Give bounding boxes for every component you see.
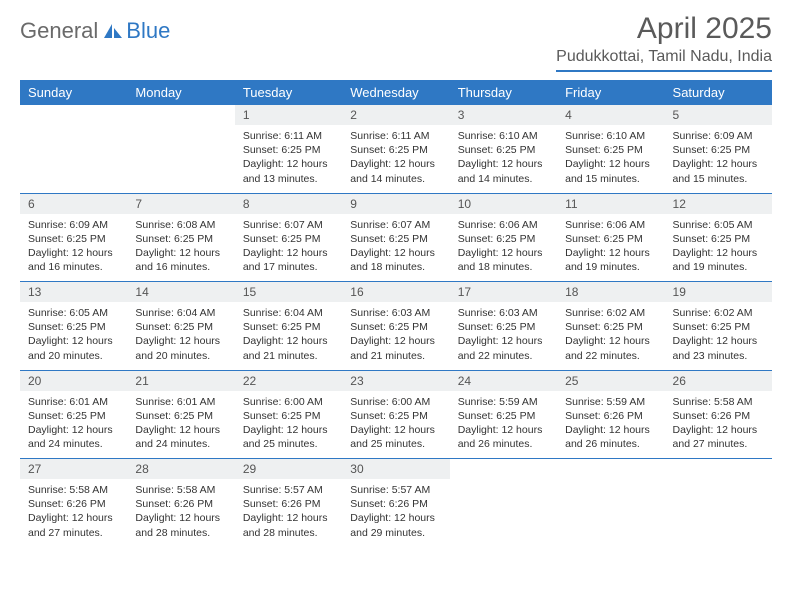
day-number-cell: 27 — [20, 459, 127, 480]
day-number-cell: 30 — [342, 459, 449, 480]
weekday-header: Saturday — [665, 80, 772, 105]
day-detail-cell: Sunrise: 6:09 AMSunset: 6:25 PMDaylight:… — [20, 214, 127, 282]
detail-row: Sunrise: 6:01 AMSunset: 6:25 PMDaylight:… — [20, 391, 772, 459]
day-number-cell: 9 — [342, 193, 449, 214]
day-detail-cell: Sunrise: 6:04 AMSunset: 6:25 PMDaylight:… — [127, 302, 234, 370]
calendar-table: SundayMondayTuesdayWednesdayThursdayFrid… — [20, 80, 772, 547]
daynum-row: 12345 — [20, 105, 772, 125]
day-detail-cell: Sunrise: 5:58 AMSunset: 6:26 PMDaylight:… — [127, 479, 234, 547]
day-number-cell: 14 — [127, 282, 234, 303]
day-detail-cell: Sunrise: 6:10 AMSunset: 6:25 PMDaylight:… — [450, 125, 557, 193]
day-number-cell: 24 — [450, 370, 557, 391]
day-detail-cell: Sunrise: 6:00 AMSunset: 6:25 PMDaylight:… — [235, 391, 342, 459]
day-detail-cell: Sunrise: 5:59 AMSunset: 6:26 PMDaylight:… — [557, 391, 664, 459]
location-text: Pudukkottai, Tamil Nadu, India — [556, 48, 772, 72]
day-number-cell: 8 — [235, 193, 342, 214]
weekday-header: Friday — [557, 80, 664, 105]
day-detail-cell: Sunrise: 6:07 AMSunset: 6:25 PMDaylight:… — [342, 214, 449, 282]
day-number-cell: 10 — [450, 193, 557, 214]
day-detail-cell: Sunrise: 6:00 AMSunset: 6:25 PMDaylight:… — [342, 391, 449, 459]
day-detail-cell: Sunrise: 6:10 AMSunset: 6:25 PMDaylight:… — [557, 125, 664, 193]
day-detail-cell — [127, 125, 234, 193]
day-detail-cell: Sunrise: 6:07 AMSunset: 6:25 PMDaylight:… — [235, 214, 342, 282]
logo-sails-icon — [102, 22, 124, 40]
day-detail-cell: Sunrise: 5:57 AMSunset: 6:26 PMDaylight:… — [342, 479, 449, 547]
calendar-body: 12345Sunrise: 6:11 AMSunset: 6:25 PMDayl… — [20, 105, 772, 547]
day-detail-cell: Sunrise: 6:02 AMSunset: 6:25 PMDaylight:… — [665, 302, 772, 370]
day-number-cell: 1 — [235, 105, 342, 125]
day-number-cell: 19 — [665, 282, 772, 303]
day-detail-cell: Sunrise: 5:58 AMSunset: 6:26 PMDaylight:… — [20, 479, 127, 547]
day-number-cell: 16 — [342, 282, 449, 303]
day-detail-cell: Sunrise: 6:09 AMSunset: 6:25 PMDaylight:… — [665, 125, 772, 193]
day-number-cell: 13 — [20, 282, 127, 303]
title-block: April 2025 Pudukkottai, Tamil Nadu, Indi… — [556, 12, 772, 72]
day-number-cell: 22 — [235, 370, 342, 391]
day-number-cell: 23 — [342, 370, 449, 391]
day-detail-cell: Sunrise: 5:57 AMSunset: 6:26 PMDaylight:… — [235, 479, 342, 547]
day-number-cell: 6 — [20, 193, 127, 214]
day-detail-cell: Sunrise: 6:11 AMSunset: 6:25 PMDaylight:… — [342, 125, 449, 193]
weekday-header: Monday — [127, 80, 234, 105]
detail-row: Sunrise: 6:05 AMSunset: 6:25 PMDaylight:… — [20, 302, 772, 370]
day-detail-cell: Sunrise: 5:58 AMSunset: 6:26 PMDaylight:… — [665, 391, 772, 459]
daynum-row: 6789101112 — [20, 193, 772, 214]
day-detail-cell: Sunrise: 6:04 AMSunset: 6:25 PMDaylight:… — [235, 302, 342, 370]
day-number-cell: 11 — [557, 193, 664, 214]
daynum-row: 13141516171819 — [20, 282, 772, 303]
day-detail-cell: Sunrise: 6:03 AMSunset: 6:25 PMDaylight:… — [450, 302, 557, 370]
weekday-header: Thursday — [450, 80, 557, 105]
daynum-row: 20212223242526 — [20, 370, 772, 391]
day-number-cell: 21 — [127, 370, 234, 391]
detail-row: Sunrise: 6:11 AMSunset: 6:25 PMDaylight:… — [20, 125, 772, 193]
day-number-cell — [665, 459, 772, 480]
day-detail-cell: Sunrise: 5:59 AMSunset: 6:25 PMDaylight:… — [450, 391, 557, 459]
day-number-cell: 5 — [665, 105, 772, 125]
day-detail-cell: Sunrise: 6:06 AMSunset: 6:25 PMDaylight:… — [557, 214, 664, 282]
weekday-header: Tuesday — [235, 80, 342, 105]
day-detail-cell: Sunrise: 6:05 AMSunset: 6:25 PMDaylight:… — [20, 302, 127, 370]
day-number-cell — [20, 105, 127, 125]
day-number-cell — [450, 459, 557, 480]
day-number-cell: 26 — [665, 370, 772, 391]
weekday-header: Wednesday — [342, 80, 449, 105]
day-number-cell: 2 — [342, 105, 449, 125]
day-number-cell: 29 — [235, 459, 342, 480]
day-number-cell: 28 — [127, 459, 234, 480]
brand-logo: General Blue — [20, 12, 170, 44]
day-number-cell: 12 — [665, 193, 772, 214]
day-detail-cell — [20, 125, 127, 193]
day-number-cell: 15 — [235, 282, 342, 303]
day-detail-cell: Sunrise: 6:01 AMSunset: 6:25 PMDaylight:… — [127, 391, 234, 459]
day-detail-cell: Sunrise: 6:03 AMSunset: 6:25 PMDaylight:… — [342, 302, 449, 370]
day-number-cell: 18 — [557, 282, 664, 303]
day-detail-cell — [557, 479, 664, 547]
day-detail-cell — [665, 479, 772, 547]
day-number-cell — [127, 105, 234, 125]
page-header: General Blue April 2025 Pudukkottai, Tam… — [20, 12, 772, 72]
day-detail-cell — [450, 479, 557, 547]
detail-row: Sunrise: 6:09 AMSunset: 6:25 PMDaylight:… — [20, 214, 772, 282]
day-number-cell: 20 — [20, 370, 127, 391]
day-detail-cell: Sunrise: 6:01 AMSunset: 6:25 PMDaylight:… — [20, 391, 127, 459]
brand-part2: Blue — [126, 18, 170, 44]
day-number-cell: 4 — [557, 105, 664, 125]
day-number-cell: 7 — [127, 193, 234, 214]
day-number-cell: 17 — [450, 282, 557, 303]
day-number-cell — [557, 459, 664, 480]
brand-part1: General — [20, 18, 98, 44]
day-number-cell: 3 — [450, 105, 557, 125]
day-detail-cell: Sunrise: 6:11 AMSunset: 6:25 PMDaylight:… — [235, 125, 342, 193]
day-detail-cell: Sunrise: 6:05 AMSunset: 6:25 PMDaylight:… — [665, 214, 772, 282]
daynum-row: 27282930 — [20, 459, 772, 480]
day-detail-cell: Sunrise: 6:06 AMSunset: 6:25 PMDaylight:… — [450, 214, 557, 282]
weekday-header: Sunday — [20, 80, 127, 105]
weekday-header-row: SundayMondayTuesdayWednesdayThursdayFrid… — [20, 80, 772, 105]
day-number-cell: 25 — [557, 370, 664, 391]
month-title: April 2025 — [556, 12, 772, 46]
day-detail-cell: Sunrise: 6:02 AMSunset: 6:25 PMDaylight:… — [557, 302, 664, 370]
day-detail-cell: Sunrise: 6:08 AMSunset: 6:25 PMDaylight:… — [127, 214, 234, 282]
detail-row: Sunrise: 5:58 AMSunset: 6:26 PMDaylight:… — [20, 479, 772, 547]
